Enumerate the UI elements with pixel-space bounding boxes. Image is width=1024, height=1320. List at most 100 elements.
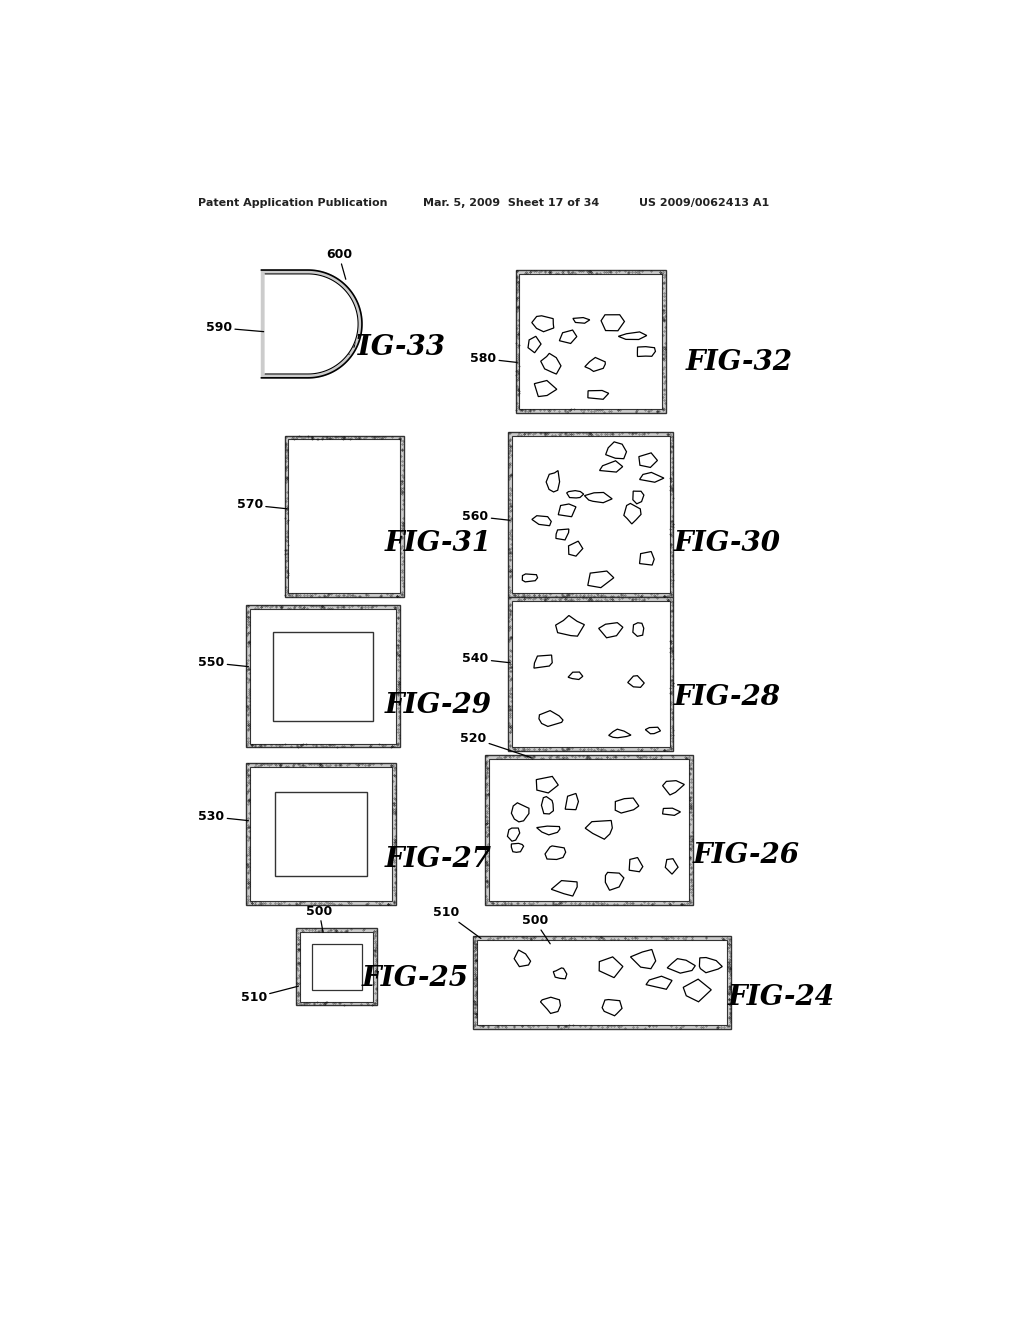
FancyBboxPatch shape (484, 755, 692, 906)
Bar (289, 440, 400, 594)
Polygon shape (566, 491, 584, 498)
Polygon shape (663, 808, 681, 816)
Bar (512, 601, 670, 747)
Polygon shape (556, 529, 569, 540)
Polygon shape (605, 442, 627, 459)
Bar (488, 759, 689, 902)
Polygon shape (537, 776, 558, 793)
FancyBboxPatch shape (508, 597, 674, 751)
Polygon shape (568, 541, 583, 556)
Polygon shape (645, 727, 660, 734)
Text: FIG-33: FIG-33 (339, 334, 445, 360)
Bar (300, 932, 373, 1002)
Polygon shape (572, 318, 590, 323)
Polygon shape (588, 572, 613, 587)
Text: 510: 510 (433, 907, 481, 939)
Polygon shape (537, 826, 560, 834)
Text: 590: 590 (206, 321, 264, 334)
Text: FIG-28: FIG-28 (674, 684, 781, 711)
Polygon shape (546, 470, 559, 492)
Polygon shape (261, 271, 361, 378)
Text: Patent Application Publication: Patent Application Publication (199, 198, 388, 209)
Polygon shape (599, 957, 623, 978)
Polygon shape (618, 331, 647, 339)
Polygon shape (683, 979, 712, 1002)
Polygon shape (588, 391, 608, 399)
Text: US 2009/0062413 A1: US 2009/0062413 A1 (639, 198, 769, 209)
Polygon shape (605, 873, 624, 890)
Polygon shape (666, 859, 678, 874)
Text: 600: 600 (326, 248, 352, 280)
Polygon shape (640, 473, 664, 482)
Text: 530: 530 (199, 810, 249, 824)
Polygon shape (541, 997, 560, 1014)
Polygon shape (599, 623, 623, 638)
Polygon shape (601, 314, 625, 331)
Bar (311, 944, 361, 990)
Polygon shape (531, 315, 554, 331)
Text: 510: 510 (241, 986, 298, 1005)
Text: FIG-27: FIG-27 (385, 846, 493, 873)
FancyBboxPatch shape (515, 271, 666, 412)
Text: 500: 500 (521, 915, 550, 944)
Polygon shape (646, 977, 672, 989)
Polygon shape (558, 504, 575, 516)
Polygon shape (528, 337, 541, 352)
Text: FIG-25: FIG-25 (361, 965, 469, 991)
Text: FIG-26: FIG-26 (693, 842, 800, 869)
Polygon shape (522, 574, 538, 582)
Text: FIG-32: FIG-32 (685, 348, 793, 376)
Polygon shape (541, 354, 561, 374)
Polygon shape (633, 623, 644, 636)
Bar (250, 609, 396, 743)
Polygon shape (511, 803, 529, 822)
Text: FIG-24: FIG-24 (728, 985, 835, 1011)
Text: FIG-31: FIG-31 (385, 529, 493, 557)
Text: 550: 550 (199, 656, 249, 669)
Polygon shape (668, 958, 695, 973)
Polygon shape (585, 492, 612, 503)
Polygon shape (628, 676, 644, 688)
Polygon shape (534, 655, 552, 668)
Polygon shape (568, 672, 583, 680)
Polygon shape (631, 949, 655, 969)
Polygon shape (633, 491, 644, 504)
Polygon shape (542, 796, 553, 814)
Polygon shape (600, 461, 623, 473)
Text: 560: 560 (463, 510, 510, 523)
Bar (273, 632, 373, 721)
FancyBboxPatch shape (473, 936, 731, 1028)
Polygon shape (265, 275, 358, 374)
Polygon shape (624, 503, 641, 524)
Bar (477, 940, 727, 1024)
Polygon shape (511, 843, 523, 853)
Polygon shape (699, 957, 722, 973)
Polygon shape (539, 710, 563, 726)
Polygon shape (585, 821, 612, 840)
FancyBboxPatch shape (246, 763, 396, 906)
Bar (512, 436, 670, 594)
Polygon shape (531, 516, 551, 525)
FancyBboxPatch shape (285, 436, 403, 597)
Polygon shape (629, 858, 643, 871)
Polygon shape (508, 828, 520, 841)
Polygon shape (608, 729, 631, 738)
Polygon shape (556, 615, 585, 636)
Polygon shape (559, 330, 577, 343)
Polygon shape (615, 799, 639, 813)
Text: FIG-29: FIG-29 (385, 692, 493, 718)
Text: 520: 520 (460, 731, 531, 758)
Polygon shape (663, 780, 684, 795)
Polygon shape (602, 999, 622, 1016)
Polygon shape (545, 846, 565, 859)
FancyBboxPatch shape (508, 432, 674, 597)
Polygon shape (551, 880, 578, 896)
Text: 540: 540 (463, 652, 510, 665)
FancyBboxPatch shape (246, 605, 400, 747)
Text: FIG-30: FIG-30 (674, 529, 781, 557)
Polygon shape (535, 380, 557, 396)
Bar (519, 275, 662, 409)
Bar (275, 792, 367, 876)
Polygon shape (637, 347, 655, 356)
Bar (250, 767, 392, 902)
